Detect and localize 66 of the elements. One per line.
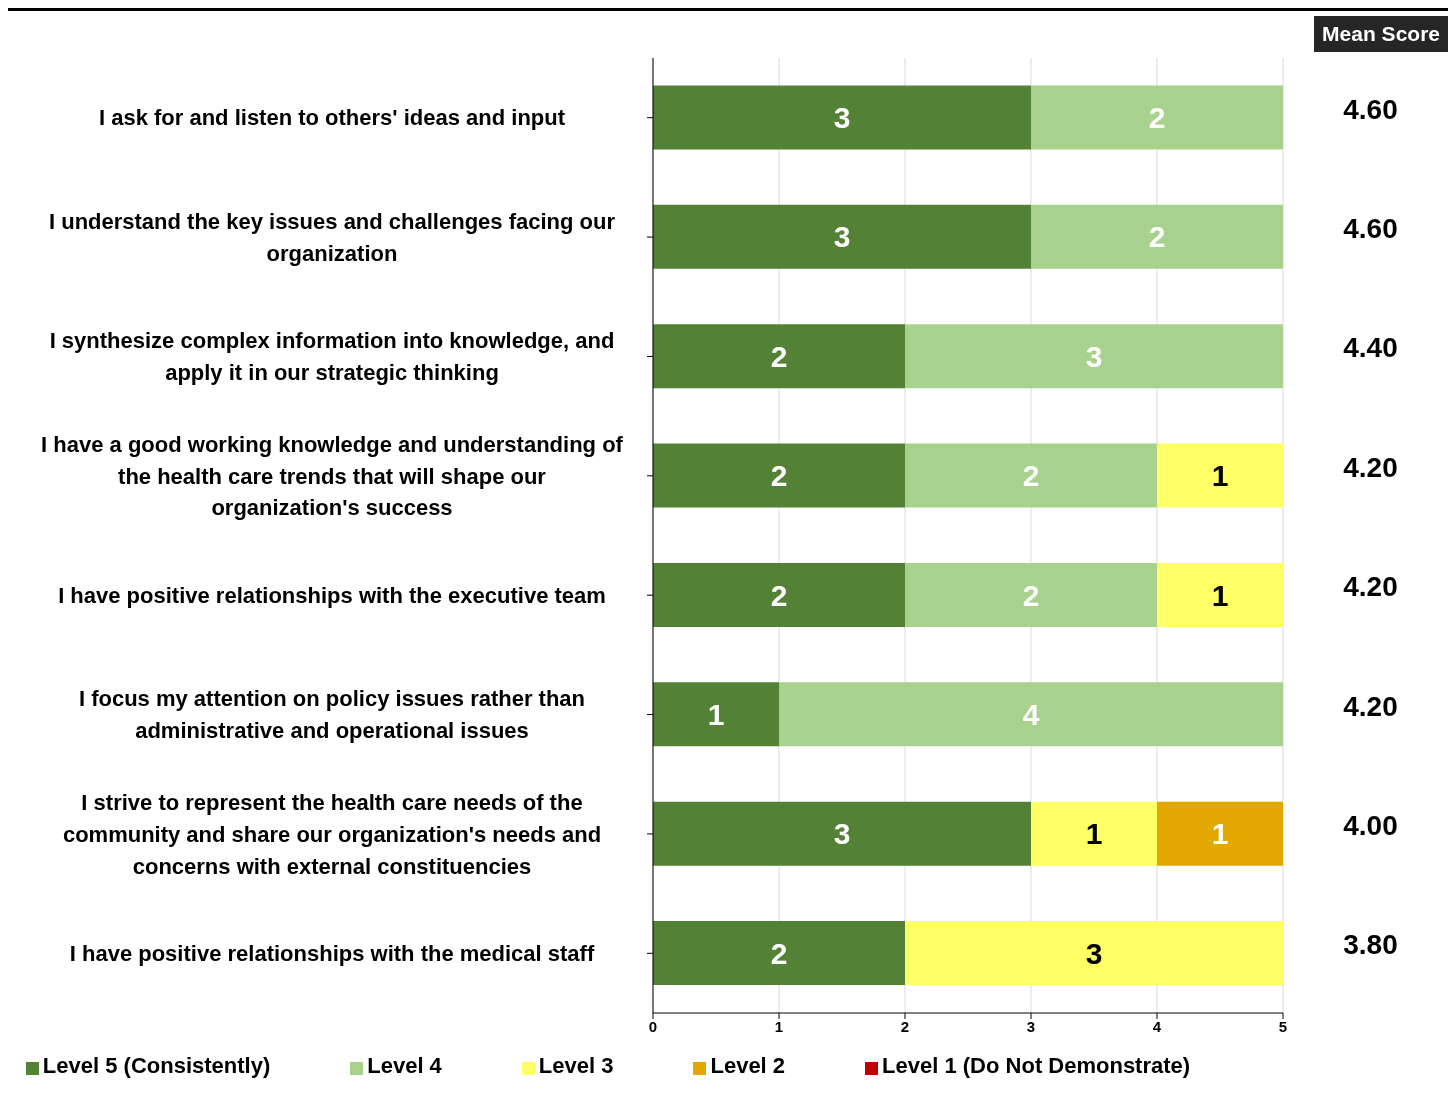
data-label: 2: [770, 578, 788, 612]
data-label: 3: [833, 817, 851, 851]
y-tick-label: I have positive relationships with the medical staff: [69, 941, 595, 967]
y-tick-label: I have a good working knowledge and understanding of the health care trends that will shape our organization's success: [41, 431, 624, 521]
text: Mean Score: [1314, 16, 1448, 52]
legend-label: Level 5 (Consistently): [42, 1053, 271, 1078]
bar: [653, 204, 1031, 269]
bar: [1031, 204, 1283, 269]
text: 3.80: [1342, 929, 1399, 962]
data-label: 2: [1148, 220, 1166, 254]
bar: [653, 921, 905, 986]
bar: [1157, 562, 1283, 627]
data-label: 2: [770, 936, 788, 970]
data-label: 3: [1085, 339, 1103, 373]
bar: [653, 85, 1031, 150]
legend-label: Level 4: [367, 1053, 442, 1078]
text: 4.00: [1342, 809, 1399, 842]
data-label: 2: [1022, 578, 1040, 612]
data-label: 2: [1022, 459, 1040, 493]
bar: [779, 682, 1283, 747]
text: 4.60: [1342, 93, 1399, 126]
legend-label: Level 2: [710, 1053, 786, 1078]
bar: [1031, 85, 1283, 150]
x-tick-label: 5: [1278, 1017, 1288, 1035]
data-label: 4: [1022, 697, 1040, 731]
x-tick-label: 1: [774, 1017, 784, 1035]
legend-label: Level 1 (Do Not Demonstrate): [882, 1053, 1191, 1078]
data-label: 1: [1211, 817, 1229, 851]
bar: [1031, 801, 1157, 866]
data-label: 1: [1085, 817, 1103, 851]
legend-label: Level 3: [538, 1053, 614, 1078]
text: 4.40: [1342, 332, 1399, 365]
data-label: 3: [833, 220, 851, 254]
data-label: 2: [1148, 101, 1166, 135]
data-label: 3: [833, 101, 851, 135]
data-label: 2: [770, 459, 788, 493]
data-label: 1: [1211, 459, 1229, 493]
text: 4.60: [1342, 213, 1399, 246]
text: 4.20: [1342, 690, 1399, 723]
y-tick-label: I focus my attention on policy issues rather than administrative and operational issues: [78, 686, 586, 744]
x-tick-label: 0: [648, 1017, 658, 1035]
data-label: 2: [770, 339, 788, 373]
bar: [653, 324, 905, 389]
text: 4.20: [1342, 571, 1399, 604]
bar: [653, 801, 1031, 866]
bar: [905, 443, 1157, 508]
x-tick-label: 3: [1026, 1017, 1036, 1035]
bar: [905, 324, 1283, 389]
y-tick-label: I understand the key issues and challenges facing our organization: [48, 208, 616, 266]
x-tick-label: 2: [900, 1017, 910, 1035]
text: 4.20: [1342, 451, 1399, 484]
bar: [1157, 801, 1283, 866]
bar: [905, 921, 1283, 986]
y-tick-label: I ask for and listen to others' ideas and input: [98, 105, 566, 131]
bar: [1157, 443, 1283, 508]
y-tick-label: I have positive relationships with the executive team: [58, 582, 606, 608]
y-tick-label: I synthesize complex information into knowledge, and apply it in our strategic thinking: [49, 328, 615, 386]
data-label: 3: [1085, 936, 1103, 970]
bar: [653, 682, 779, 747]
bar: [905, 562, 1157, 627]
bar: [653, 562, 905, 627]
data-label: 1: [1211, 578, 1229, 612]
data-label: 1: [707, 697, 725, 731]
bar: [653, 443, 905, 508]
y-tick-label: I strive to represent the health care needs of the community and share our organization's needs and concerns with external constituencies: [62, 789, 602, 879]
x-tick-label: 4: [1152, 1017, 1162, 1035]
